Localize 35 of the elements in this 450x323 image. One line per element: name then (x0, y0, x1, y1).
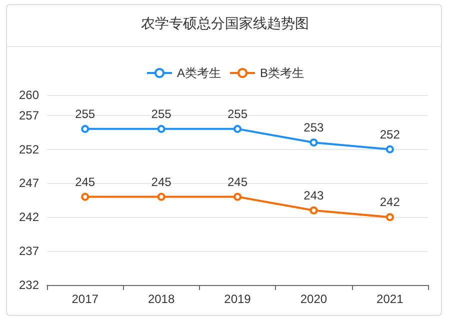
legend-label: B类考生 (260, 66, 304, 80)
point (386, 145, 394, 154)
point (81, 124, 90, 133)
y-tick-label: 257 (18, 108, 40, 122)
point (386, 213, 394, 222)
point (157, 124, 166, 133)
y-tick-label: 252 (18, 142, 40, 156)
data-label: 245 (151, 174, 172, 189)
y-tick-label: 242 (18, 210, 40, 224)
data-label: 252 (380, 127, 400, 142)
x-tick-label: 2018 (148, 292, 175, 306)
y-tick-label: 232 (18, 278, 40, 292)
data-label: 245 (227, 174, 248, 189)
y-tick-label: 237 (18, 244, 40, 258)
point (81, 192, 90, 201)
data-label: 245 (75, 174, 96, 189)
point (157, 192, 166, 201)
point (234, 192, 242, 201)
data-label: 253 (304, 120, 324, 134)
y-tick-label: 247 (18, 176, 40, 190)
data-label: 255 (75, 106, 96, 121)
y-tick-label: 260 (18, 88, 40, 102)
x-tick-label: 2017 (72, 292, 99, 306)
x-tick-label: 2019 (224, 292, 252, 306)
data-label: 243 (304, 188, 324, 202)
legend-label: A类考生 (176, 66, 222, 80)
chart-title: 农学专硕总分国家线趋势图 (141, 16, 309, 32)
data-label: 255 (227, 106, 248, 121)
data-label: 242 (380, 195, 400, 210)
data-label: 255 (151, 106, 172, 121)
point (310, 138, 318, 146)
x-tick-label: 2020 (300, 292, 328, 306)
point (234, 124, 242, 133)
x-tick-label: 2021 (376, 292, 404, 306)
point (310, 206, 318, 214)
